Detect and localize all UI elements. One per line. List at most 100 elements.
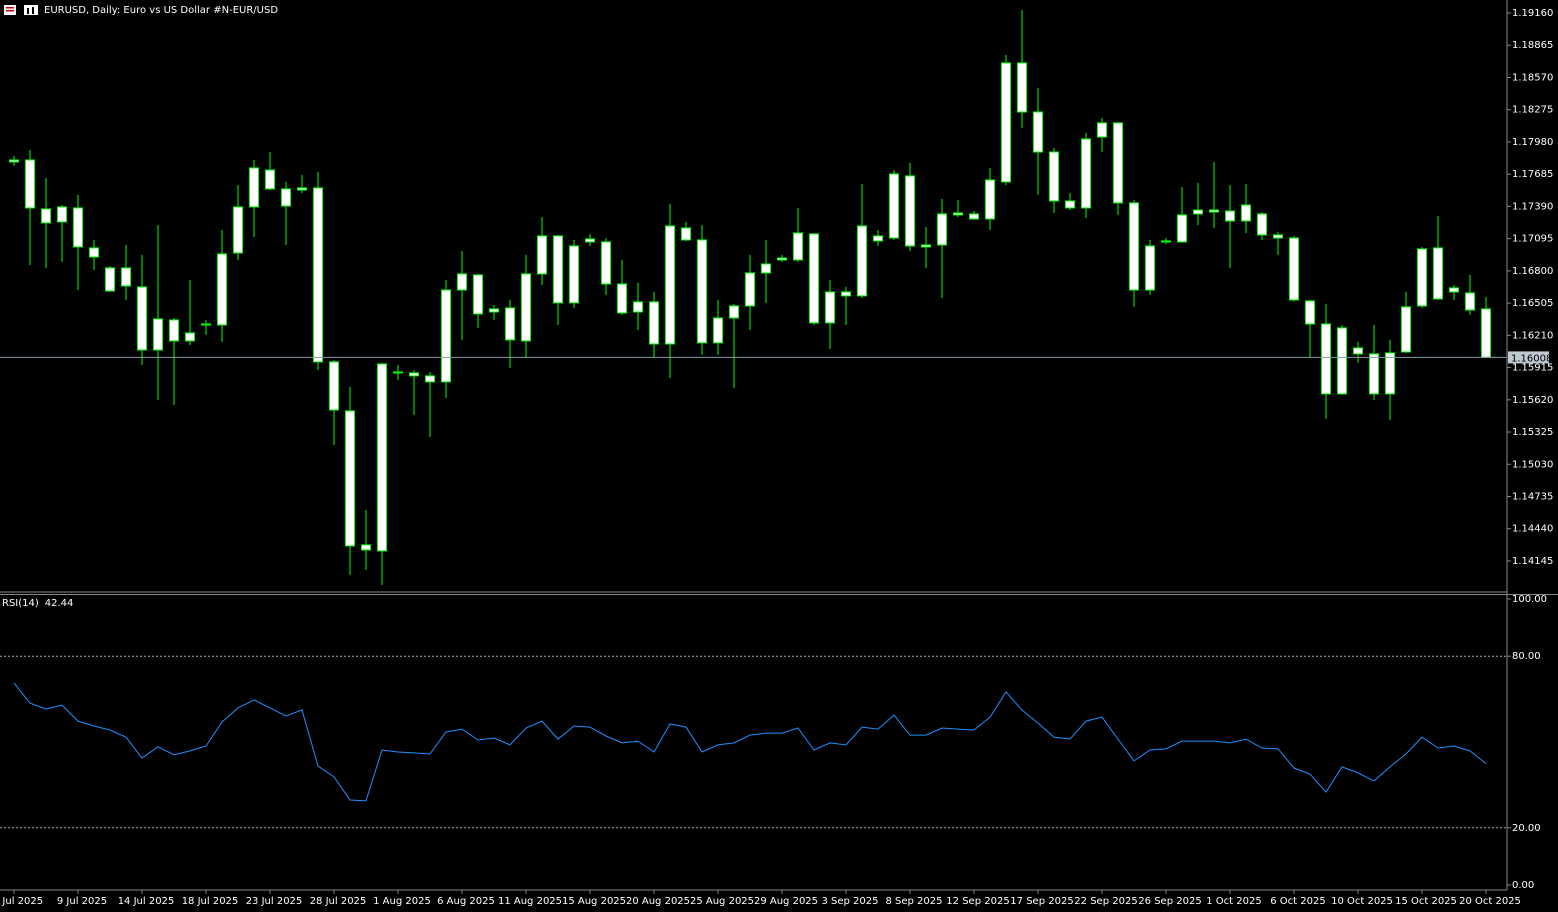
candle-body: [921, 244, 931, 248]
candle-body: [1465, 292, 1475, 311]
candle-body: [1225, 210, 1235, 222]
y-tick-label: 1.15915: [1512, 363, 1553, 374]
candle-body: [137, 286, 147, 351]
y-tick-label: 1.14735: [1512, 492, 1553, 503]
candle-body: [729, 305, 739, 319]
last-price-label: 1.16008: [1511, 353, 1552, 364]
icon: [32, 7, 34, 14]
time-label: 28 Jul 2025: [310, 896, 367, 907]
candle-body: [585, 238, 595, 243]
symbol-icons: [4, 5, 38, 15]
candle-body: [777, 257, 787, 261]
y-tick-label: 1.18865: [1512, 40, 1553, 51]
candle-body: [57, 206, 67, 223]
candle-body: [1257, 213, 1267, 236]
time-label: 6 Oct 2025: [1270, 896, 1325, 907]
candle-body: [1273, 234, 1283, 239]
candle-body: [1065, 200, 1075, 209]
candle-body: [617, 283, 627, 314]
candle-body: [249, 167, 259, 208]
candle-body: [265, 169, 275, 190]
candle-body: [681, 227, 691, 241]
y-tick-label: 20.00: [1512, 823, 1541, 834]
candle-body: [1177, 214, 1187, 243]
time-label: 18 Jul 2025: [182, 896, 239, 907]
y-tick-label: 1.16210: [1512, 330, 1553, 341]
y-tick-label: 1.14440: [1512, 524, 1553, 535]
candle-body: [1289, 237, 1299, 301]
candle-body: [1193, 209, 1203, 215]
candle-body: [825, 291, 835, 324]
time-label: 23 Jul 2025: [246, 896, 303, 907]
candle-body: [393, 371, 403, 374]
candle-body: [25, 159, 35, 209]
y-tick-label: 100.00: [1512, 594, 1547, 605]
candle-body: [1241, 204, 1251, 222]
candle-body: [9, 159, 19, 163]
candle-body: [153, 318, 163, 351]
candle-body: [1113, 122, 1123, 204]
candle-body: [761, 263, 771, 274]
time-label: 12 Sep 2025: [946, 896, 1009, 907]
candle-body: [985, 179, 995, 220]
time-label: 3 Sep 2025: [821, 896, 878, 907]
chart-title: EURUSD, Daily: Euro vs US Dollar #N-EUR/…: [44, 5, 278, 16]
time-label: 11 Aug 2025: [498, 896, 562, 907]
candle-body: [1129, 202, 1139, 291]
time-label: 17 Sep 2025: [1010, 896, 1073, 907]
candle-body: [345, 410, 355, 547]
candle-body: [1417, 248, 1427, 307]
rsi-line: [13, 682, 1487, 802]
candle-body: [841, 291, 851, 297]
y-tick-label: 1.18275: [1512, 105, 1553, 116]
candle-body: [1033, 111, 1043, 153]
candle-body: [1369, 353, 1379, 395]
candle-body: [185, 332, 195, 342]
candle-body: [297, 187, 307, 191]
candle-body: [1049, 151, 1059, 202]
candle-body: [1305, 300, 1315, 325]
candle-body: [809, 233, 819, 324]
candle-body: [697, 239, 707, 344]
time-label: 1 Aug 2025: [373, 896, 431, 907]
candle-body: [793, 232, 803, 261]
candle-body: [1449, 287, 1459, 293]
indicator-name: RSI(14): [2, 598, 39, 609]
icon: [6, 7, 14, 9]
time-label: 6 Aug 2025: [437, 896, 495, 907]
icon: [27, 8, 29, 14]
candle-body: [1161, 240, 1171, 243]
y-tick-label: 1.18570: [1512, 72, 1553, 83]
candle-body: [1001, 62, 1011, 183]
candle-body: [889, 173, 899, 239]
y-tick-label: 1.16800: [1512, 266, 1553, 277]
candle-body: [121, 267, 131, 287]
time-label: 20 Aug 2025: [626, 896, 690, 907]
candle-body: [601, 241, 611, 285]
candle-body: [713, 317, 723, 344]
y-tick-label: 0.00: [1512, 880, 1534, 891]
candle-body: [217, 253, 227, 326]
candle-body: [1385, 352, 1395, 395]
candle-body: [649, 301, 659, 345]
y-tick-label: 1.15325: [1512, 427, 1553, 438]
candle-body: [521, 273, 531, 342]
time-label: 4 Jul 2025: [0, 896, 43, 907]
time-label: 1 Oct 2025: [1206, 896, 1261, 907]
time-label: 29 Aug 2025: [754, 896, 818, 907]
candle-body: [425, 375, 435, 383]
icon: [24, 5, 38, 15]
candle-body: [1321, 323, 1331, 395]
y-tick-label: 1.19160: [1512, 8, 1553, 19]
candle-body: [1145, 245, 1155, 291]
candle-body: [1337, 327, 1347, 395]
y-tick-label: 1.17390: [1512, 201, 1553, 212]
candle-body: [905, 175, 915, 247]
time-label: 14 Jul 2025: [118, 896, 175, 907]
candle-body: [1433, 247, 1443, 300]
y-tick-label: 1.16505: [1512, 298, 1553, 309]
time-label: 20 Oct 2025: [1459, 896, 1521, 907]
